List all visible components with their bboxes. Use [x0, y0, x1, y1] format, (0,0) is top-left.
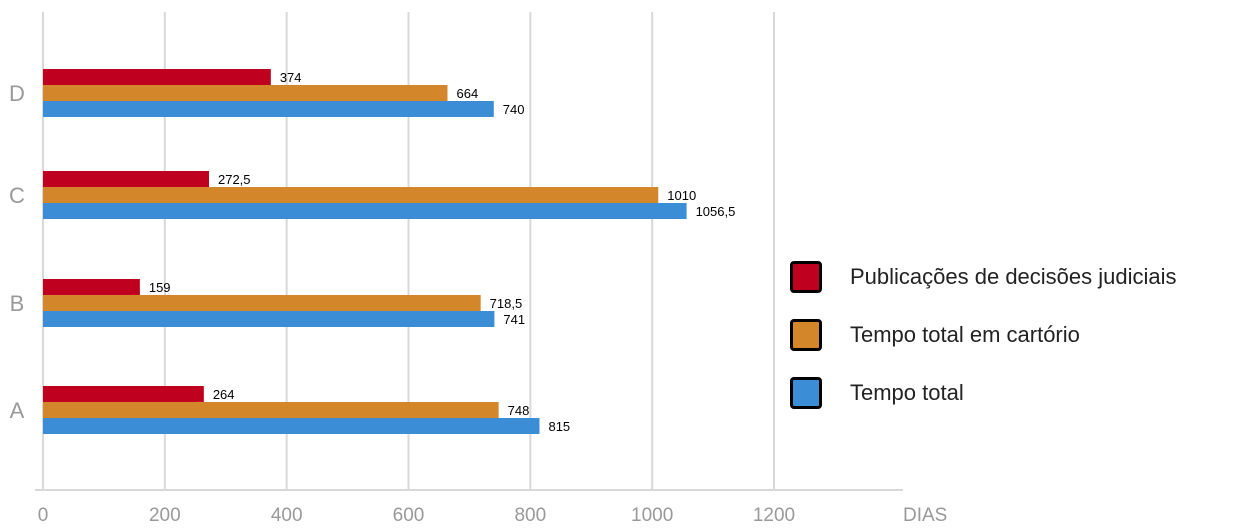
bar: [43, 69, 271, 85]
bar-value-label: 159: [149, 280, 171, 295]
x-tick-labels: 0 200 400 600 800 1000 1200: [38, 505, 795, 526]
bar: [43, 402, 499, 418]
legend-item-publicacoes: Publicações de decisões judiciais: [790, 258, 1230, 316]
x-tick-label: 1200: [753, 505, 795, 526]
legend-item-tempo-cartorio: Tempo total em cartório: [790, 316, 1230, 374]
legend-label-publicacoes: Publicações de decisões judiciais: [850, 264, 1177, 289]
bars: [43, 69, 687, 434]
x-tick-label: 800: [514, 505, 546, 526]
bar: [43, 295, 481, 311]
legend-label-tempo-total: Tempo total: [850, 380, 964, 405]
x-tick-label: 1000: [631, 505, 673, 526]
bar-value-label: 741: [503, 312, 525, 327]
bar-value-label: 374: [280, 70, 302, 85]
x-tick-label: 600: [393, 505, 425, 526]
category-label: C: [9, 183, 25, 208]
bar-value-label: 748: [508, 403, 530, 418]
legend-item-tempo-total: Tempo total: [790, 374, 1230, 432]
category-label: B: [10, 291, 25, 316]
category-labels: A B C D: [9, 81, 25, 423]
bar: [43, 203, 687, 219]
bar-value-label: 664: [456, 86, 478, 101]
legend-label-tempo-cartorio: Tempo total em cartório: [850, 322, 1080, 347]
bar: [43, 418, 540, 434]
bar: [43, 279, 140, 295]
legend: Publicações de decisões judiciais Tempo …: [790, 258, 1230, 432]
legend-swatch-publicacoes: [790, 261, 822, 293]
bar-value-label: 718,5: [490, 296, 523, 311]
x-axis-label: DIAS: [903, 505, 947, 526]
x-tick-label: 0: [38, 505, 49, 526]
bar: [43, 171, 209, 187]
legend-swatch-tempo-cartorio: [790, 319, 822, 351]
x-tick-label: 400: [271, 505, 303, 526]
bar: [43, 187, 659, 203]
bar-value-label: 272,5: [218, 172, 251, 187]
x-tick-label: 200: [149, 505, 181, 526]
category-label: D: [9, 81, 25, 106]
bar-value-label: 1056,5: [696, 204, 736, 219]
bar-value-label: 264: [213, 387, 235, 402]
bar: [43, 311, 495, 327]
category-label: A: [10, 398, 25, 423]
bar: [43, 85, 448, 101]
bar-value-label: 1010: [667, 188, 696, 203]
bar: [43, 386, 204, 402]
bar: [43, 101, 494, 117]
bar-value-label: 815: [548, 419, 570, 434]
legend-swatch-tempo-total: [790, 377, 822, 409]
bar-value-label: 740: [503, 102, 525, 117]
